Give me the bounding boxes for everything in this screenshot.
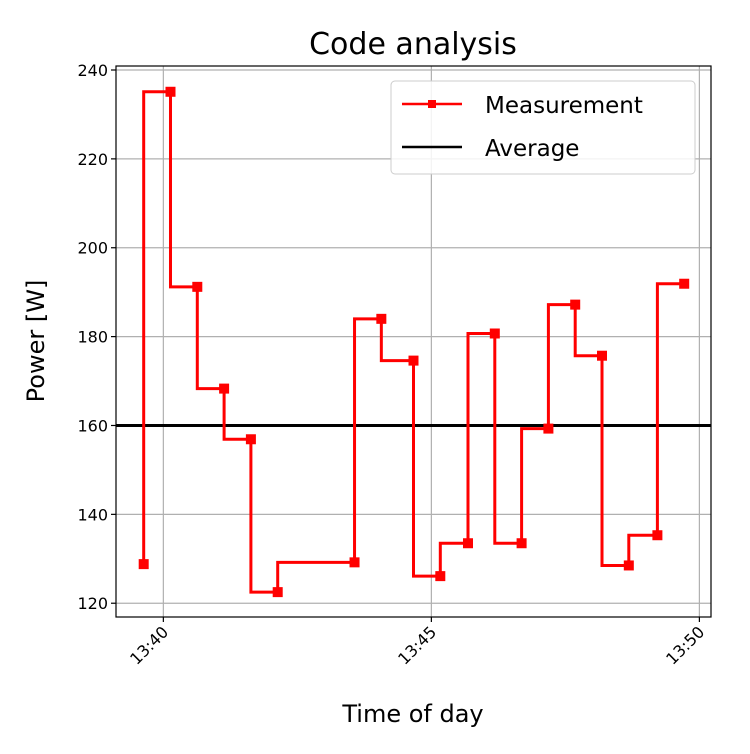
measurement-point (272, 587, 283, 598)
y-tick-label: 220 (77, 150, 108, 169)
series (116, 86, 711, 598)
measurement-point (570, 299, 581, 310)
measurement-point (219, 383, 230, 394)
x-tick-label: 13:40 (126, 622, 172, 668)
measurement-point (516, 538, 527, 549)
legend-box (390, 80, 696, 175)
plot-frame (115, 65, 712, 618)
y-tick-label: 200 (77, 239, 108, 258)
measurement-point (138, 559, 149, 570)
y-axis-label: Power [W] (22, 280, 50, 403)
y-tick-label: 120 (77, 594, 108, 613)
measurement-point (623, 560, 634, 571)
measurement-point (543, 423, 554, 434)
x-tick-label: 13:45 (394, 622, 440, 668)
legend-measurement-label: Measurement (485, 93, 643, 119)
legend-measurement-marker (428, 100, 436, 108)
legend: Measurement Average (390, 80, 696, 175)
measurement-point (679, 278, 690, 289)
measurement-point (165, 86, 176, 97)
measurement-point (462, 538, 473, 549)
legend-average-label: Average (485, 136, 579, 162)
measurement-point (376, 313, 387, 324)
x-axis-label: Time of day (341, 700, 483, 728)
measurement-point (245, 434, 256, 445)
chart-title: Code analysis (309, 27, 517, 62)
y-tick-label: 180 (77, 328, 108, 347)
y-tick-label: 140 (77, 505, 108, 524)
measurement-point (489, 328, 500, 339)
y-tick-label: 160 (77, 416, 108, 435)
measurement-point (652, 530, 663, 541)
x-tick-label: 13:50 (662, 622, 708, 668)
measurement-point (597, 350, 608, 361)
measurement-point (192, 281, 203, 292)
measurement-point (435, 571, 446, 582)
measurement-point (349, 557, 360, 568)
y-tick-label: 240 (77, 61, 108, 80)
measurement-point (408, 355, 419, 366)
